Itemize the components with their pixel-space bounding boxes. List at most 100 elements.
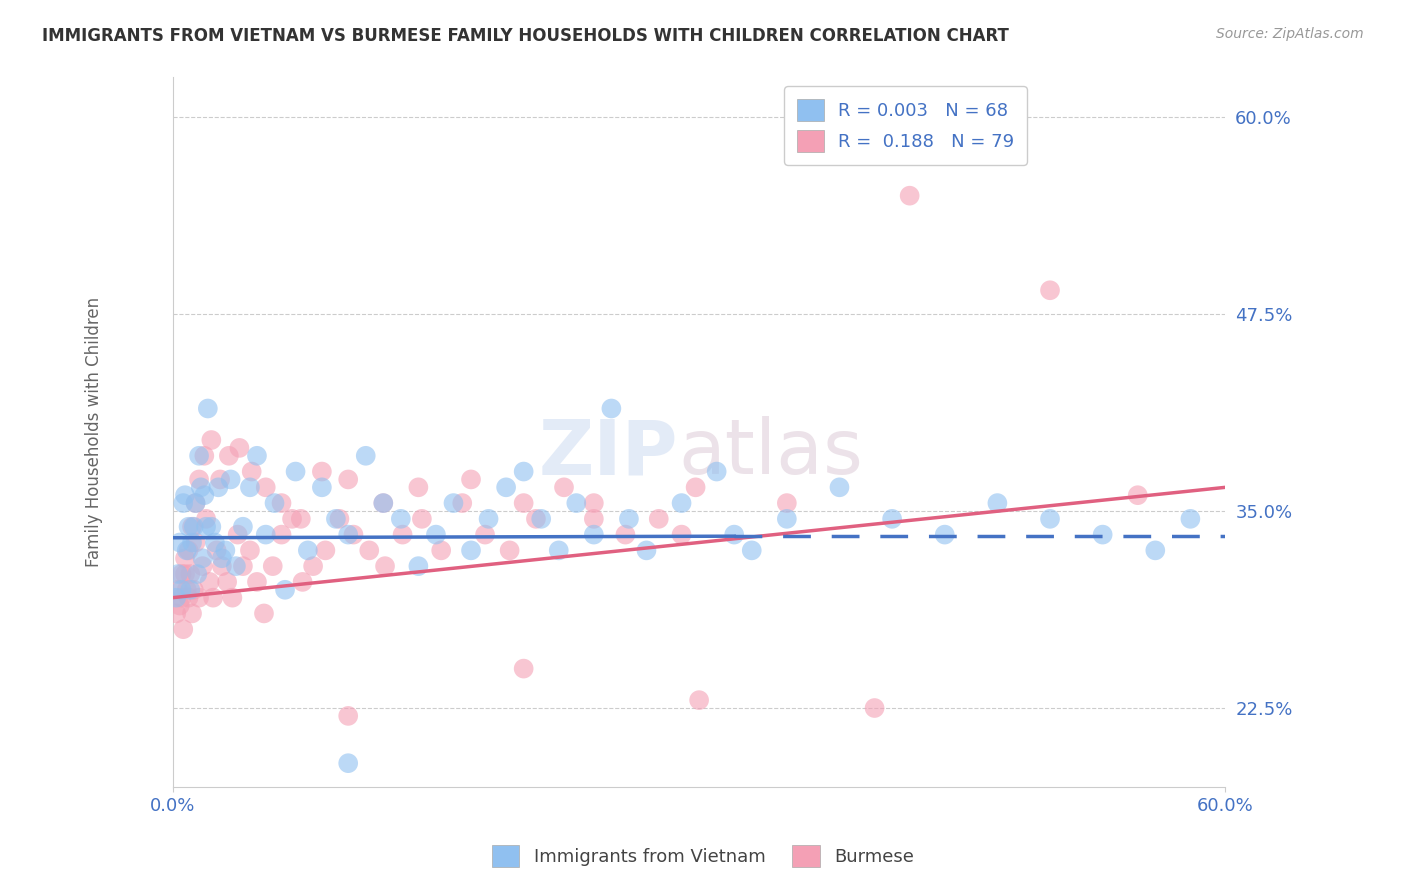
Point bbox=[228, 441, 250, 455]
Point bbox=[181, 607, 204, 621]
Point bbox=[408, 480, 430, 494]
Point bbox=[204, 535, 226, 549]
Point bbox=[430, 543, 453, 558]
Point bbox=[425, 527, 447, 541]
Point bbox=[170, 591, 193, 605]
Point bbox=[291, 574, 314, 589]
Point bbox=[191, 559, 214, 574]
Point bbox=[1039, 283, 1062, 297]
Point bbox=[221, 591, 243, 605]
Point bbox=[226, 527, 249, 541]
Point bbox=[524, 512, 547, 526]
Point bbox=[218, 449, 240, 463]
Point bbox=[685, 480, 707, 494]
Point bbox=[297, 543, 319, 558]
Point bbox=[284, 465, 307, 479]
Point bbox=[263, 496, 285, 510]
Point bbox=[898, 188, 921, 202]
Point bbox=[512, 496, 534, 510]
Point bbox=[186, 567, 208, 582]
Point bbox=[359, 543, 381, 558]
Point bbox=[174, 488, 197, 502]
Point bbox=[706, 465, 728, 479]
Point bbox=[337, 472, 360, 486]
Point bbox=[176, 543, 198, 558]
Point bbox=[460, 472, 482, 486]
Point bbox=[443, 496, 465, 510]
Point bbox=[225, 559, 247, 574]
Point bbox=[167, 567, 190, 582]
Point bbox=[636, 543, 658, 558]
Point bbox=[314, 543, 336, 558]
Point bbox=[934, 527, 956, 541]
Point bbox=[184, 496, 207, 510]
Point bbox=[337, 756, 360, 771]
Point bbox=[198, 574, 221, 589]
Point bbox=[617, 512, 640, 526]
Point bbox=[188, 472, 211, 486]
Point bbox=[209, 472, 232, 486]
Point bbox=[254, 527, 277, 541]
Point bbox=[195, 519, 218, 533]
Point bbox=[176, 582, 198, 597]
Point bbox=[600, 401, 623, 416]
Legend: Immigrants from Vietnam, Burmese: Immigrants from Vietnam, Burmese bbox=[485, 838, 921, 874]
Point bbox=[219, 472, 242, 486]
Point bbox=[191, 551, 214, 566]
Point bbox=[195, 512, 218, 526]
Text: Source: ZipAtlas.com: Source: ZipAtlas.com bbox=[1216, 27, 1364, 41]
Point bbox=[270, 527, 292, 541]
Point bbox=[188, 449, 211, 463]
Point bbox=[1039, 512, 1062, 526]
Point bbox=[174, 567, 197, 582]
Text: atlas: atlas bbox=[678, 417, 863, 491]
Point bbox=[582, 512, 605, 526]
Point bbox=[411, 512, 433, 526]
Point bbox=[232, 559, 254, 574]
Point bbox=[246, 449, 269, 463]
Point bbox=[477, 512, 499, 526]
Point bbox=[262, 559, 284, 574]
Point bbox=[172, 496, 194, 510]
Point bbox=[179, 567, 201, 582]
Point bbox=[179, 582, 201, 597]
Point bbox=[342, 527, 364, 541]
Point bbox=[207, 480, 229, 494]
Point bbox=[274, 582, 297, 597]
Point bbox=[389, 512, 412, 526]
Point bbox=[671, 527, 693, 541]
Point bbox=[167, 582, 190, 597]
Point bbox=[582, 527, 605, 541]
Point bbox=[311, 465, 333, 479]
Point bbox=[1126, 488, 1149, 502]
Point bbox=[530, 512, 553, 526]
Point bbox=[246, 574, 269, 589]
Point bbox=[165, 591, 187, 605]
Point bbox=[200, 433, 222, 447]
Point bbox=[495, 480, 517, 494]
Point bbox=[512, 465, 534, 479]
Point bbox=[177, 543, 200, 558]
Point bbox=[232, 519, 254, 533]
Point bbox=[512, 662, 534, 676]
Point bbox=[460, 543, 482, 558]
Point bbox=[214, 543, 236, 558]
Point bbox=[325, 512, 347, 526]
Point bbox=[211, 551, 233, 566]
Point bbox=[183, 519, 205, 533]
Point bbox=[181, 519, 204, 533]
Point bbox=[614, 527, 637, 541]
Y-axis label: Family Households with Children: Family Households with Children bbox=[86, 297, 103, 567]
Point bbox=[648, 512, 671, 526]
Point bbox=[565, 496, 588, 510]
Legend: R = 0.003   N = 68, R =  0.188   N = 79: R = 0.003 N = 68, R = 0.188 N = 79 bbox=[785, 87, 1026, 165]
Point bbox=[177, 519, 200, 533]
Point bbox=[1091, 527, 1114, 541]
Point bbox=[776, 512, 799, 526]
Point bbox=[391, 527, 413, 541]
Point bbox=[474, 527, 496, 541]
Point bbox=[1180, 512, 1202, 526]
Point bbox=[193, 488, 215, 502]
Point bbox=[688, 693, 710, 707]
Point bbox=[882, 512, 904, 526]
